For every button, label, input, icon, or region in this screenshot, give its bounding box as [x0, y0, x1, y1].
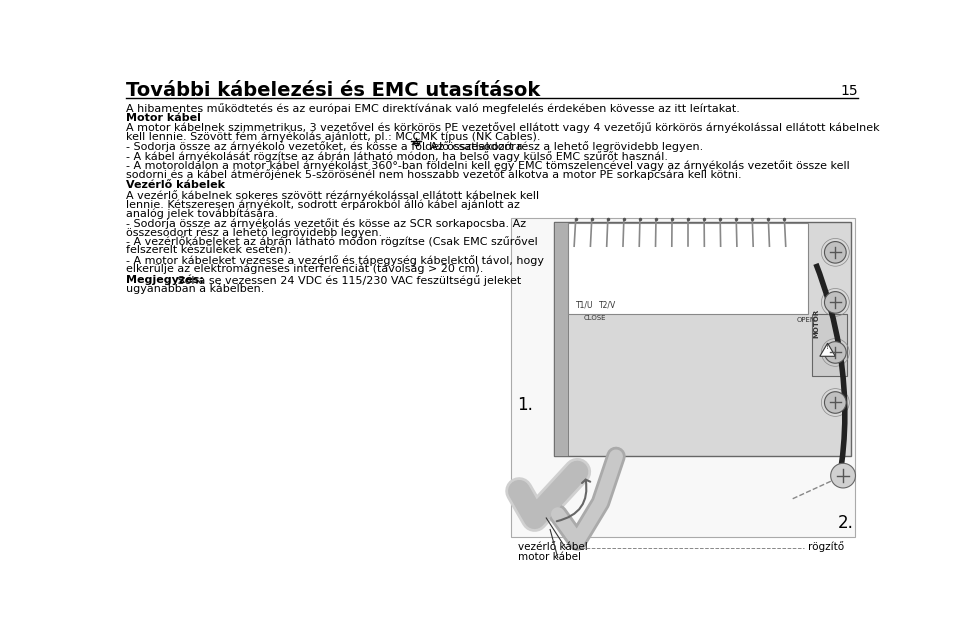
Text: Megjegyzés:: Megjegyzés:: [126, 275, 204, 285]
Text: További kábelezési és EMC utasítások: További kábelezési és EMC utasítások: [126, 82, 540, 100]
Text: Soha se vezessen 24 VDC és 115/230 VAC feszültségű jeleket: Soha se vezessen 24 VDC és 115/230 VAC f…: [175, 275, 521, 286]
Text: T2/V: T2/V: [599, 301, 616, 310]
Circle shape: [830, 463, 855, 488]
Text: kell lennie. Szövött fém árnyékolás ajánlott, pl.: MCCMK típus (NK Cables).: kell lennie. Szövött fém árnyékolás aján…: [126, 132, 540, 142]
Bar: [512, 218, 854, 537]
Text: 1.: 1.: [517, 396, 534, 414]
Text: - A vezérlőkábeleket az ábrán látható módon rögzítse (Csak EMC szűrővel: - A vezérlőkábeleket az ábrán látható mó…: [126, 236, 538, 247]
Bar: [554, 221, 851, 456]
Text: sodorni és a kábel átmérőjének 5-szörösénél nem hosszabb vezetőt alkotva a motor: sodorni és a kábel átmérőjének 5-szörösé…: [126, 169, 742, 180]
Text: analóg jelek továbbítására.: analóg jelek továbbítására.: [126, 208, 278, 219]
Text: - Sodorja össze az árnyékolás vezetőit és kösse az SCR sorkapocsba. Az: - Sodorja össze az árnyékolás vezetőit é…: [126, 218, 526, 229]
Text: - A motoroldalon a motor kábel árnyékolást 360°-ban földelni kell egy EMC tömsze: - A motoroldalon a motor kábel árnyékolá…: [126, 160, 850, 171]
Text: - A kábel árnyékolását rögzítse az ábrán látható módon, ha belső vagy külső EMC : - A kábel árnyékolását rögzítse az ábrán…: [126, 150, 668, 162]
Bar: [568, 223, 808, 314]
Text: Vezérlő kábelek: Vezérlő kábelek: [126, 180, 226, 190]
Text: !: !: [827, 344, 829, 350]
Text: CLOSE: CLOSE: [584, 315, 606, 321]
Text: ugyanabban a kábelben.: ugyanabban a kábelben.: [126, 284, 265, 295]
Polygon shape: [820, 343, 835, 356]
Text: MOTOR: MOTOR: [814, 308, 820, 338]
Text: felszerelt készülékek esetén).: felszerelt készülékek esetén).: [126, 245, 292, 255]
Text: vezérlő kábel: vezérlő kábel: [517, 542, 588, 552]
Circle shape: [825, 342, 846, 363]
Text: Motor kábel: Motor kábel: [126, 113, 201, 123]
Text: összesodort rész a lehető legrövidebb legyen.: összesodort rész a lehető legrövidebb le…: [126, 227, 382, 238]
Text: motor kábel: motor kábel: [517, 552, 581, 562]
Circle shape: [825, 241, 846, 263]
Bar: [812, 314, 847, 376]
Text: A hibamentes működtetés és az európai EMC direktívának való megfelelés érdekében: A hibamentes működtetés és az európai EM…: [126, 103, 740, 114]
Text: - Sodorja össze az árnyékoló vezetőket, és kösse a földelő csatlakozóra: - Sodorja össze az árnyékoló vezetőket, …: [126, 142, 523, 152]
Text: A vezérlő kábelnek sokeres szövött rézárnyékolással ellátott kábelnek kell: A vezérlő kábelnek sokeres szövött rézár…: [126, 190, 540, 201]
Text: 15: 15: [840, 85, 858, 98]
Text: lennie. Kétszeresen árnyékolt, sodrott érpárokból álló kábel ajánlott az: lennie. Kétszeresen árnyékolt, sodrott é…: [126, 199, 520, 209]
Circle shape: [825, 292, 846, 313]
Circle shape: [825, 392, 846, 413]
Text: OPEN: OPEN: [797, 317, 816, 323]
Text: A motor kábelnek szimmetrikus, 3 vezetővel és körkörös PE vezetővel ellátott vag: A motor kábelnek szimmetrikus, 3 vezetőv…: [126, 122, 879, 133]
Text: rögzítő: rögzítő: [808, 541, 845, 552]
Text: 2.: 2.: [838, 514, 853, 532]
Text: elkerülje az elektromágneses interferenciát (távolság > 20 cm).: elkerülje az elektromágneses interferenc…: [126, 264, 484, 275]
Text: . Az összesodort rész a lehető legrövidebb legyen.: . Az összesodort rész a lehető legrövide…: [423, 142, 704, 152]
Bar: [554, 221, 568, 456]
Text: T1/U: T1/U: [576, 301, 593, 310]
Text: - A motor kábeleket vezesse a vezérlő és tápegység kábelektől távol, hogy: - A motor kábeleket vezesse a vezérlő és…: [126, 255, 544, 266]
